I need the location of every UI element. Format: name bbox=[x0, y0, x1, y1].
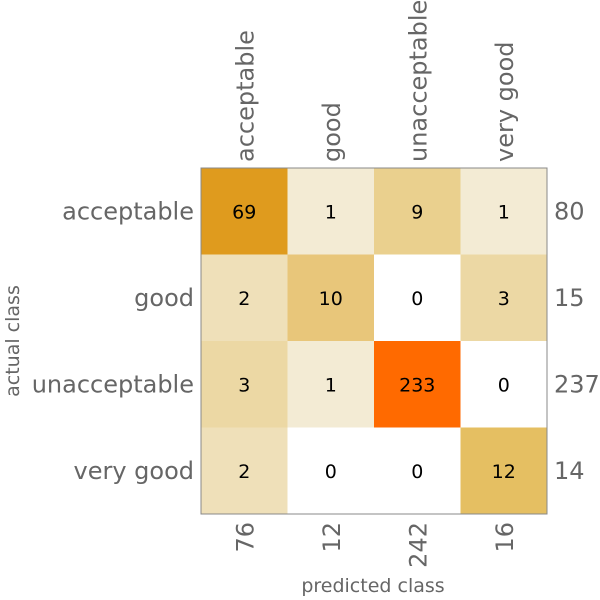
matrix-cell bbox=[374, 254, 461, 341]
matrix-cell bbox=[460, 427, 547, 514]
cell-value: 0 bbox=[411, 288, 423, 310]
matrix-cell bbox=[460, 341, 547, 428]
column-total: 16 bbox=[491, 522, 519, 553]
column-label: acceptable bbox=[231, 30, 259, 162]
cell-value: 1 bbox=[325, 374, 337, 396]
cell-value: 12 bbox=[492, 461, 516, 483]
matrix-cell bbox=[287, 168, 374, 255]
row-total: 15 bbox=[554, 284, 585, 312]
column-labels: acceptable good unacceptable very good bbox=[231, 0, 519, 162]
row-label: good bbox=[134, 284, 194, 312]
matrix-cell bbox=[201, 168, 288, 255]
row-label: very good bbox=[73, 457, 194, 485]
matrix-cell bbox=[287, 341, 374, 428]
row-total: 237 bbox=[554, 370, 600, 398]
matrix-cells: 69 1 9 12 10 0 33 1 233 02 0 0 12 bbox=[201, 168, 547, 514]
matrix-cell bbox=[460, 254, 547, 341]
column-label: very good bbox=[491, 41, 519, 162]
matrix-frame bbox=[200, 167, 548, 515]
row-totals: 80 15 237 14 bbox=[554, 197, 600, 485]
matrix-cell bbox=[201, 254, 288, 341]
matrix-cell bbox=[201, 427, 288, 514]
cell-value: 10 bbox=[319, 288, 343, 310]
column-total: 242 bbox=[404, 522, 432, 568]
cell-value: 0 bbox=[498, 374, 510, 396]
column-total: 76 bbox=[231, 522, 259, 553]
column-totals: 76 12 242 16 bbox=[231, 522, 519, 568]
matrix-cell bbox=[374, 168, 461, 255]
row-label: unacceptable bbox=[32, 370, 194, 398]
cell-value: 3 bbox=[498, 288, 510, 310]
matrix-cell bbox=[460, 168, 547, 255]
matrix-cell bbox=[374, 341, 461, 428]
cell-value: 0 bbox=[325, 461, 337, 483]
cell-value: 2 bbox=[238, 288, 250, 310]
cell-value: 233 bbox=[399, 374, 435, 396]
column-label: unacceptable bbox=[404, 0, 432, 162]
x-axis-label: predicted class bbox=[301, 575, 444, 597]
cell-value: 0 bbox=[411, 461, 423, 483]
cell-value: 3 bbox=[238, 374, 250, 396]
column-label: good bbox=[318, 102, 346, 162]
y-axis-label: actual class bbox=[2, 285, 24, 397]
row-total: 80 bbox=[554, 197, 585, 225]
column-total: 12 bbox=[318, 522, 346, 553]
cell-value: 1 bbox=[498, 201, 510, 223]
matrix-cell bbox=[374, 427, 461, 514]
matrix-cell bbox=[287, 427, 374, 514]
cell-value: 69 bbox=[232, 201, 256, 223]
cell-value: 1 bbox=[325, 201, 337, 223]
cell-value: 9 bbox=[411, 201, 423, 223]
row-label: acceptable bbox=[62, 197, 194, 225]
row-labels: acceptable good unacceptable very good bbox=[32, 197, 194, 485]
matrix-cell bbox=[287, 254, 374, 341]
cell-value: 2 bbox=[238, 461, 250, 483]
row-total: 14 bbox=[554, 457, 585, 485]
matrix-cell bbox=[201, 341, 288, 428]
